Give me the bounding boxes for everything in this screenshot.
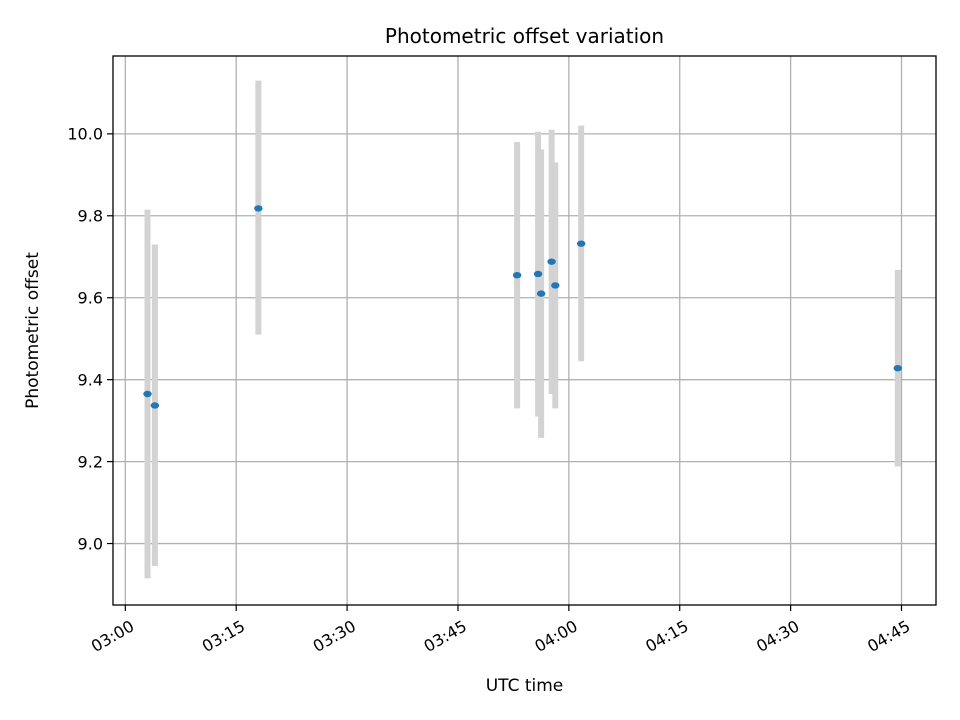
data-point [576,240,586,247]
y-axis-title: Photometric offset [23,252,43,409]
grid [113,56,936,605]
y-axis: 9.0 9.2 9.4 9.6 9.8 10.0 [67,125,113,553]
data-points [143,205,903,409]
x-axis-title: UTC time [486,676,564,696]
data-point [893,364,903,372]
data-point [551,282,560,289]
chart-title: Photometric offset variation [385,24,664,48]
y-tick-label: 9.8 [78,207,103,226]
y-tick-label: 9.0 [78,534,103,553]
y-tick-label: 9.6 [78,288,103,307]
y-tick-label: 9.2 [78,452,103,471]
data-point [150,402,160,409]
y-tick-label: 9.4 [78,370,103,389]
data-point [143,390,152,398]
y-tick-label: 10.0 [67,125,103,144]
data-point [254,205,263,212]
plot-frame [112,55,937,606]
data-point [547,258,556,265]
data-point [533,270,543,278]
data-point [536,290,546,297]
data-point [512,271,522,279]
